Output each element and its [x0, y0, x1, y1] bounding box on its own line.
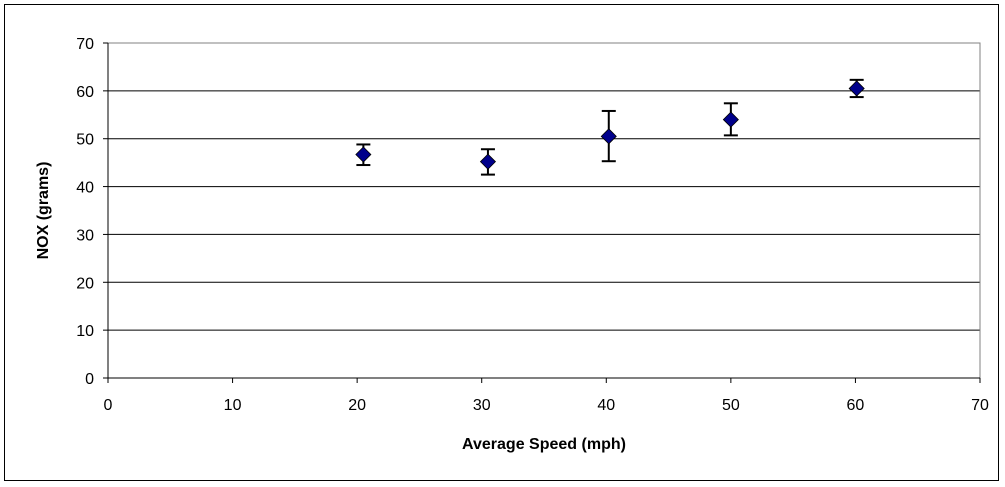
diamond-marker [848, 80, 865, 97]
diamond-marker [722, 111, 739, 128]
x-tick-label: 50 [722, 397, 740, 414]
diamond-marker [600, 128, 617, 145]
axes [107, 43, 980, 379]
plot-area [107, 42, 981, 379]
y-tick-labels: 0 10 20 30 40 50 60 70 [76, 36, 108, 388]
data-points [355, 78, 865, 176]
data-point [722, 102, 739, 137]
y-tick-label: 40 [76, 180, 94, 197]
data-point [848, 78, 865, 99]
data-point [600, 109, 617, 163]
diamond-marker [355, 146, 372, 163]
x-tick-label: 20 [348, 397, 366, 414]
diamond-marker [479, 153, 497, 170]
chart-frame [4, 4, 999, 481]
x-tick-label: 10 [224, 397, 242, 414]
x-tick-label: 60 [847, 397, 865, 414]
gridlines [108, 42, 980, 331]
x-tick-label: 0 [104, 397, 113, 414]
y-tick-label: 0 [85, 371, 94, 388]
data-point [355, 143, 372, 167]
data-point [479, 148, 497, 176]
y-tick-label: 10 [76, 323, 94, 340]
y-tick-label: 30 [76, 227, 94, 244]
y-tick-label: 50 [76, 132, 94, 149]
y-axis-title: NOX (grams) [35, 162, 52, 260]
y-tick-label: 70 [76, 36, 94, 53]
x-axis-title: Average Speed (mph) [462, 436, 626, 453]
x-tick-labels: 0 10 20 30 40 50 60 70 [104, 378, 989, 414]
x-tick-label: 40 [597, 397, 615, 414]
x-tick-label: 70 [971, 397, 989, 414]
y-tick-label: 60 [76, 84, 94, 101]
x-tick-label: 30 [473, 397, 491, 414]
y-tick-label: 20 [76, 275, 94, 292]
